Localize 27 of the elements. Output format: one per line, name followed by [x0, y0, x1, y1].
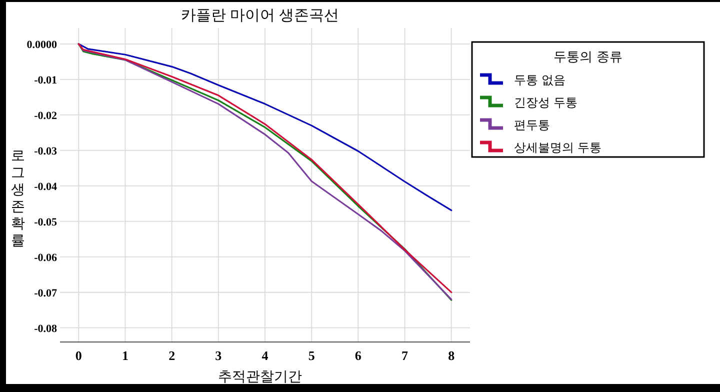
x-tick-label: 3 — [215, 348, 222, 363]
y-tick-label: -0.08 — [34, 322, 58, 335]
y-tick-label: 0.0000 — [26, 38, 58, 51]
x-tick-label: 7 — [402, 348, 409, 363]
x-tick-label: 1 — [122, 348, 128, 363]
y-tick-label: -0.07 — [34, 287, 58, 300]
x-tick-label: 8 — [448, 348, 456, 363]
y-tick-label: -0.01 — [34, 74, 57, 86]
legend-label: 두통 없음 — [514, 73, 566, 87]
x-tick-label: 4 — [262, 348, 269, 363]
y-tick-label: -0.05 — [34, 216, 58, 228]
y-tick-label: -0.02 — [34, 110, 58, 122]
y-axis-title: 로그생존확률 — [11, 147, 25, 248]
chart-title: 카플란 마이어 생존곡선 — [180, 7, 340, 24]
line-series — [78, 43, 452, 212]
x-tick-label: 2 — [168, 348, 176, 363]
y-tick-label: -0.06 — [34, 252, 58, 264]
legend-label: 편두통 — [514, 118, 550, 132]
x-axis-title: 추적관찰기간 — [218, 368, 302, 384]
x-tick-label: 0 — [75, 348, 82, 363]
y-tick-label: -0.04 — [34, 180, 58, 193]
legend-label: 긴장성 두통 — [514, 96, 578, 110]
legend-title: 두통의 종류 — [554, 49, 622, 64]
y-tick-label: -0.03 — [34, 145, 58, 158]
x-tick-label: 6 — [354, 348, 362, 363]
legend-label: 상세불명의 두통 — [514, 140, 602, 154]
x-tick-label: 5 — [308, 348, 316, 363]
